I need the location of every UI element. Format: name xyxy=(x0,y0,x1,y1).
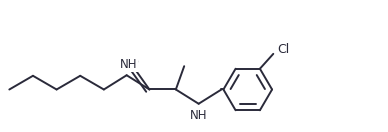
Text: Cl: Cl xyxy=(277,43,289,56)
Text: O: O xyxy=(128,56,138,69)
Text: NH: NH xyxy=(190,109,208,122)
Text: NH: NH xyxy=(120,58,137,71)
